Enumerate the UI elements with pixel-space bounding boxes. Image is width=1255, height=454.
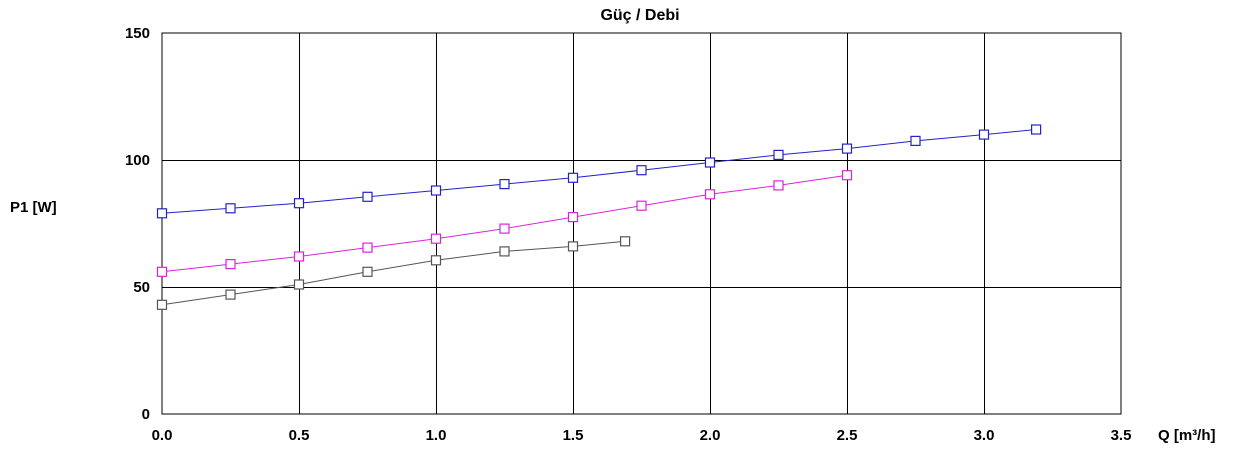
data-point bbox=[156, 299, 168, 310]
data-point bbox=[567, 172, 579, 183]
data-point bbox=[430, 255, 442, 266]
series-line bbox=[161, 174, 848, 273]
data-point bbox=[225, 289, 236, 300]
grid bbox=[162, 33, 1121, 414]
data-point bbox=[293, 279, 305, 290]
data-point bbox=[704, 189, 716, 200]
data-point bbox=[293, 198, 305, 209]
chart-title: Güç / Debi bbox=[600, 7, 679, 24]
y-tick-label: 150 bbox=[125, 25, 150, 42]
x-tick-label: 3.5 bbox=[1111, 427, 1132, 444]
data-point bbox=[636, 165, 647, 176]
series-1 bbox=[156, 170, 853, 277]
x-tick-label: 2.0 bbox=[700, 427, 721, 444]
x-tick-label: 2.5 bbox=[837, 427, 858, 444]
y-tick-label: 50 bbox=[133, 279, 150, 296]
data-point bbox=[225, 203, 236, 214]
data-point bbox=[430, 185, 442, 196]
data-point bbox=[978, 129, 990, 140]
data-point bbox=[619, 236, 631, 247]
data-point bbox=[430, 233, 442, 244]
data-point bbox=[1030, 124, 1042, 135]
data-point bbox=[156, 208, 168, 219]
data-point bbox=[773, 180, 784, 191]
tick-labels: 0.0 0.5 1.0 1.5 2.0 2.5 3.0 3.5 0 50 100 150 bbox=[125, 25, 1131, 444]
data-point bbox=[499, 223, 510, 234]
data-point bbox=[567, 212, 579, 223]
series-line bbox=[161, 240, 626, 306]
data-point bbox=[841, 170, 853, 181]
x-tick-label: 1.5 bbox=[563, 427, 584, 444]
data-point bbox=[773, 149, 784, 160]
y-tick-label: 100 bbox=[125, 152, 150, 169]
x-tick-label: 1.0 bbox=[426, 427, 447, 444]
x-tick-label: 0.5 bbox=[289, 427, 310, 444]
data-point bbox=[704, 157, 716, 168]
x-tick-label: 3.0 bbox=[974, 427, 995, 444]
plot-frame bbox=[161, 32, 1122, 415]
data-point bbox=[841, 143, 853, 154]
data-point bbox=[225, 259, 236, 270]
data-point bbox=[636, 200, 647, 211]
x-tick-label: 0.0 bbox=[152, 427, 173, 444]
y-axis-label: P1 [W] bbox=[10, 199, 57, 216]
y-tick-label: 0 bbox=[142, 406, 150, 423]
series-2 bbox=[156, 236, 631, 310]
data-point bbox=[567, 241, 579, 252]
data-point bbox=[362, 266, 373, 277]
data-point bbox=[362, 242, 373, 253]
data-point bbox=[293, 251, 305, 262]
data-point bbox=[156, 266, 168, 277]
x-axis-label: Q [m³/h] bbox=[1158, 427, 1216, 444]
data-point bbox=[499, 246, 510, 257]
series-0 bbox=[156, 124, 1042, 219]
series-layer bbox=[156, 124, 1042, 310]
series-line bbox=[161, 129, 1037, 214]
data-point bbox=[910, 135, 921, 146]
data-point bbox=[362, 191, 373, 202]
data-point bbox=[499, 179, 510, 190]
